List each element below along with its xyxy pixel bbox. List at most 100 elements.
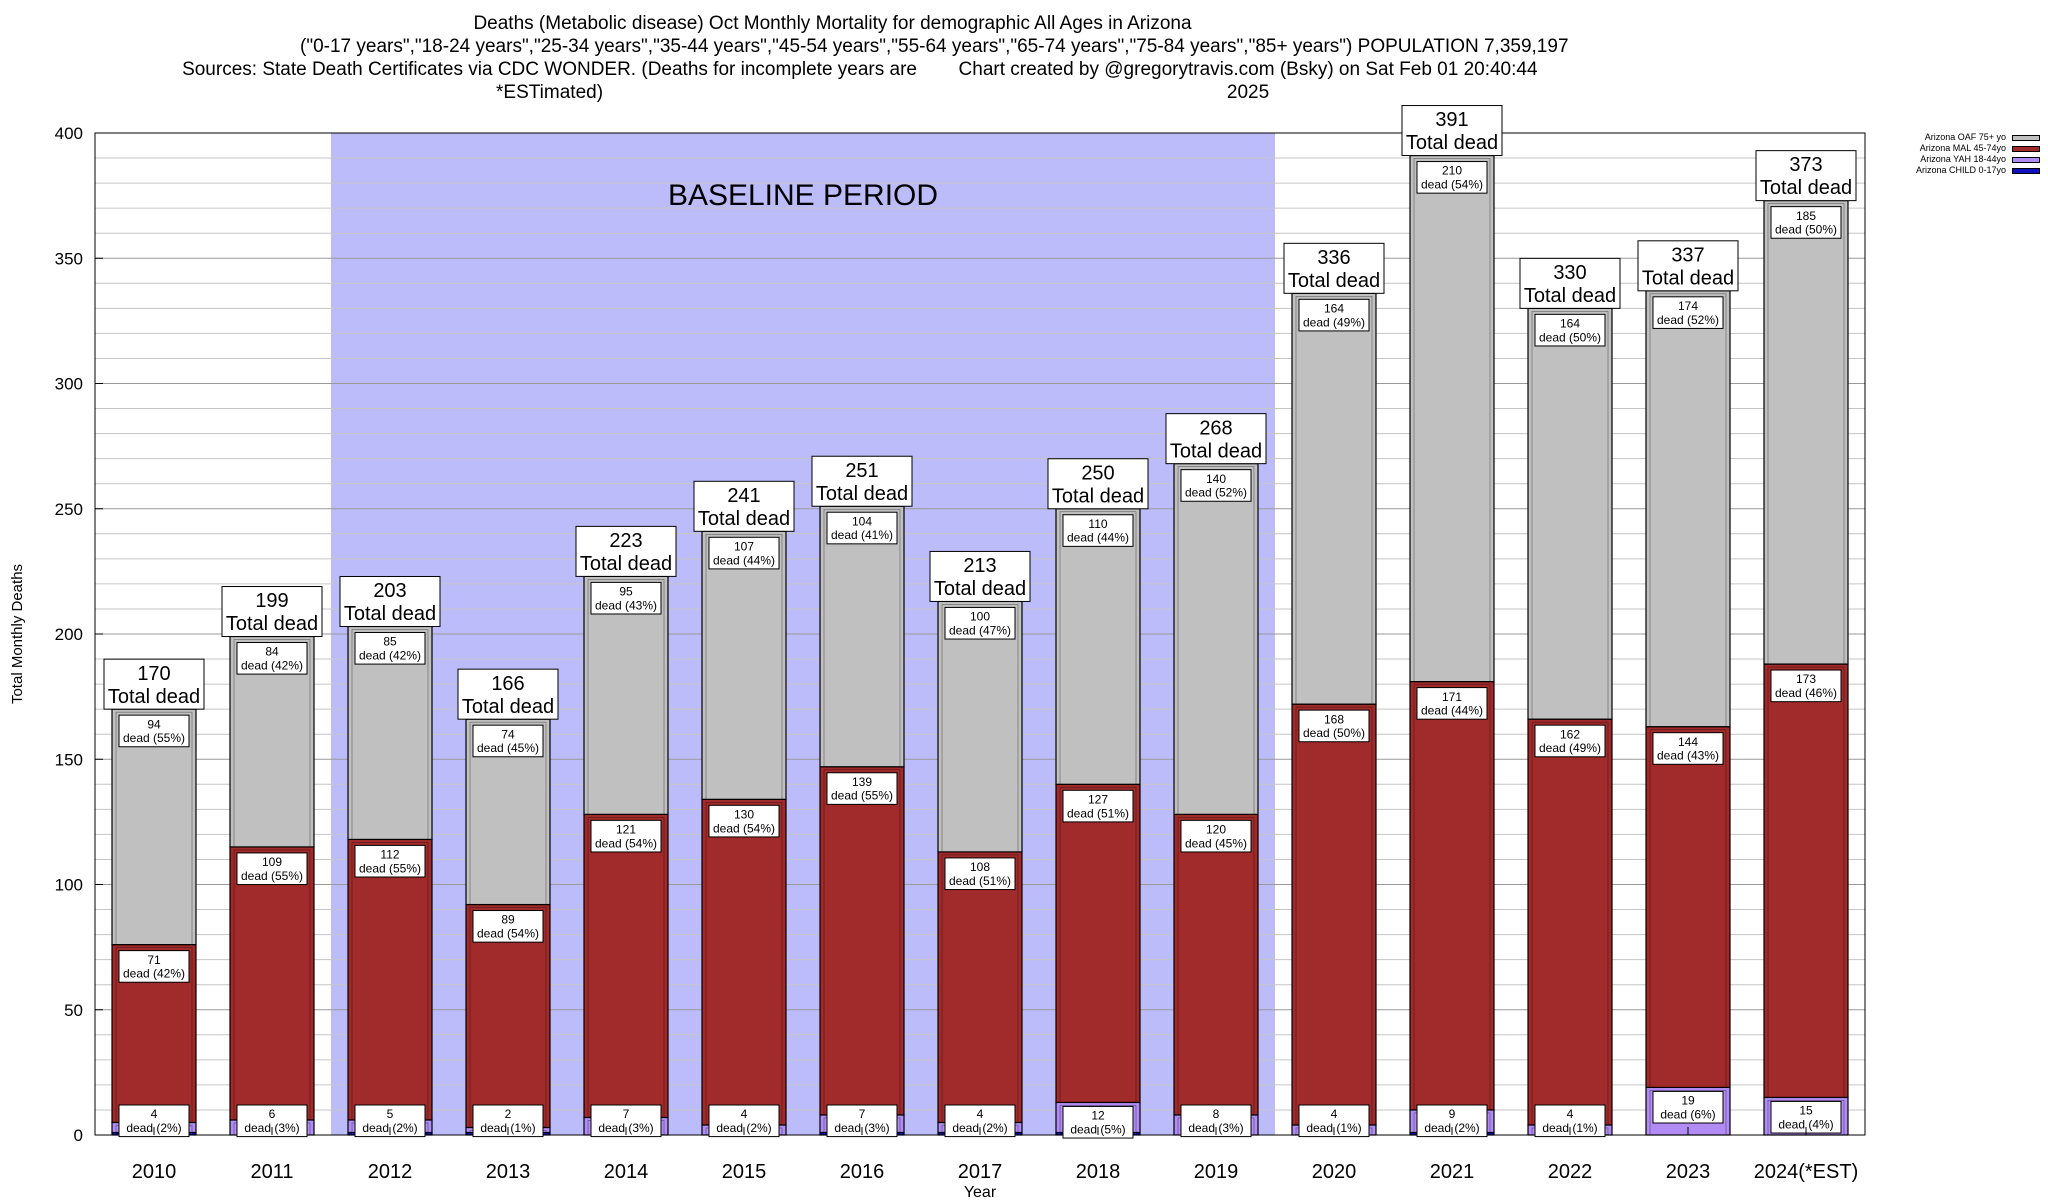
bar-segment-2 [229, 846, 315, 1121]
bar-segment-inner-3 [705, 533, 783, 800]
x-tick-label: 2017 [958, 1161, 1003, 1183]
total-label-text: 268 [1199, 417, 1232, 439]
legend-item: Arizona CHILD 0-17yo [1900, 165, 2040, 176]
total-label-box [575, 525, 677, 577]
total-label-box [1401, 105, 1503, 157]
segment-value-label-text: dead (54%) [477, 927, 539, 941]
total-label-text: Total dead [344, 603, 436, 625]
segment-value-label-text: 8 [1213, 1107, 1220, 1121]
segment-value-label-text: 107 [734, 539, 754, 553]
segment-value-label-text: 2 [505, 1107, 512, 1121]
x-axis-title: Year [964, 1184, 997, 1200]
segment-value-label-box [1652, 296, 1724, 329]
segment-value-label-text: dead (49%) [1303, 315, 1365, 329]
segment-value-label-text: dead (45%) [1185, 836, 1247, 850]
segment-value-label-box [1416, 161, 1488, 194]
total-label-text: Total dead [934, 578, 1026, 600]
bar-segment-2 [583, 813, 669, 1119]
legend-label-child: Arizona CHILD 0-17yo [1915, 165, 2006, 175]
x-tick-label: 2018 [1076, 1161, 1121, 1183]
segment-value-label-text: 185 [1796, 209, 1816, 223]
segment-value-label-text: 89 [501, 913, 515, 927]
segment-value-label-text: dead (55%) [241, 869, 303, 883]
segment-value-label-text: 4 [151, 1107, 158, 1121]
segment-value-label-text: dead (51%) [1067, 806, 1129, 820]
total-label-text: 213 [963, 555, 996, 577]
segment-value-label-text: dead (50%) [1775, 223, 1837, 237]
y-axis-title: Total Monthly Deaths [9, 564, 26, 704]
total-label-box [1519, 257, 1621, 309]
bar-segment-inner-3 [1413, 158, 1491, 682]
total-label-box [457, 668, 559, 720]
segment-value-label-text: dead (42%) [123, 967, 185, 981]
total-label-text: Total dead [698, 508, 790, 530]
segment-value-label-text: 4 [1567, 1107, 1574, 1121]
bar-segment-3 [1055, 508, 1141, 785]
bar-segment-inner-3 [351, 629, 429, 840]
x-tick-label: 2014 [604, 1161, 649, 1183]
segment-value-label-box [236, 642, 308, 675]
total-label-box [1755, 150, 1857, 202]
segment-value-label-text: dead (50%) [1539, 330, 1601, 344]
segment-value-label-text: dead (42%) [241, 658, 303, 672]
segment-value-label-text: dead (44%) [1067, 531, 1129, 545]
bar-segment-inner-2 [1767, 666, 1845, 1098]
bar-segment-2 [701, 798, 787, 1126]
segment-value-label-text: dead (44%) [1421, 704, 1483, 718]
x-tick-label: 2023 [1666, 1161, 1711, 1183]
segment-value-label-box [1770, 669, 1842, 703]
total-label-box [339, 575, 441, 627]
total-label-box [811, 455, 913, 507]
bar-segment-3 [1763, 200, 1849, 665]
total-label-box [929, 550, 1031, 602]
total-label-box [1047, 458, 1149, 510]
legend-swatch-child [2012, 167, 2040, 174]
segment-value-label-text: 127 [1088, 792, 1108, 806]
segment-value-label-text: 15 [1799, 1104, 1813, 1118]
segment-value-label-box [1416, 687, 1488, 720]
legend-item: Arizona YAH 18-44yo [1900, 154, 2040, 165]
bar-segment-3 [1645, 290, 1731, 728]
chart-legend: Arizona OAF 75+ yo Arizona MAL 45-74yo A… [1900, 132, 2040, 176]
segment-value-label-text: 12 [1091, 1109, 1105, 1123]
bar-segment-3 [701, 530, 787, 800]
bar-segment-inner-3 [1295, 296, 1373, 705]
segment-value-label-box [1062, 789, 1134, 823]
segment-value-label-box [1534, 724, 1606, 758]
bar-segment-2 [1763, 663, 1849, 1099]
segment-value-label-text: 95 [619, 585, 633, 599]
segment-value-label-text: dead (51%) [949, 874, 1011, 888]
segment-value-label-text: 4 [1331, 1107, 1338, 1121]
bar-segment-3 [583, 575, 669, 815]
total-label-box [1283, 242, 1385, 294]
bar-segment-3 [111, 708, 197, 946]
segment-value-label-text: 6 [269, 1107, 276, 1121]
bar-segment-inner-3 [233, 639, 311, 848]
segment-value-label-box [944, 606, 1016, 640]
segment-value-label-text: dead (55%) [359, 861, 421, 875]
x-tick-label: 2020 [1312, 1161, 1357, 1183]
segment-value-label-text: dead (43%) [1657, 749, 1719, 763]
segment-value-label-box [1652, 732, 1724, 765]
total-label-text: 241 [727, 485, 760, 507]
segment-value-label-box [1062, 514, 1134, 547]
legend-swatch-yah [2012, 156, 2040, 163]
total-label-text: 223 [609, 530, 642, 552]
segment-value-label-text: 4 [741, 1107, 748, 1121]
y-tick-label: 400 [55, 124, 83, 143]
total-label-text: 251 [845, 460, 878, 482]
segment-value-label-box [1180, 469, 1252, 502]
total-label-text: Total dead [1406, 132, 1498, 154]
segment-value-label-text: 71 [147, 953, 161, 967]
segment-value-label-box [354, 1104, 426, 1138]
segment-value-label-box [1770, 206, 1842, 239]
legend-item: Arizona OAF 75+ yo [1900, 132, 2040, 143]
total-label-text: 337 [1671, 244, 1704, 266]
y-tick-label: 0 [74, 1126, 83, 1145]
segment-value-label-text: 7 [859, 1107, 866, 1121]
segment-value-label-text: 110 [1088, 517, 1107, 531]
segment-value-label-text: dead (49%) [1539, 741, 1601, 755]
segment-value-label-text: 164 [1560, 317, 1580, 331]
segment-value-label-box [590, 581, 662, 615]
bar-segment-2 [1291, 703, 1377, 1126]
